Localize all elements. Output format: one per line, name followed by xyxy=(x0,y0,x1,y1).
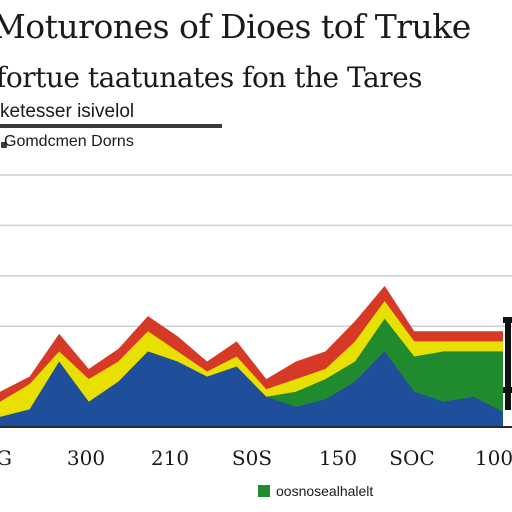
label-marker xyxy=(1,142,7,148)
x-tick-label: SOC xyxy=(389,446,434,470)
right-edge-marker xyxy=(503,317,512,410)
x-tick-label: 150 xyxy=(319,446,357,470)
x-tick-label: S0S xyxy=(232,446,272,470)
chart-legend: oosnosealhalelt xyxy=(258,482,373,500)
x-tick-label: 100 xyxy=(475,446,512,470)
x-tick-label: 300 xyxy=(67,446,105,470)
x-tick-label: G xyxy=(0,446,12,470)
chart-label-1: ketesser isivelol xyxy=(0,101,135,122)
area-series-0 xyxy=(0,351,503,427)
x-tick-label: 210 xyxy=(151,446,189,470)
chart-subtitle: fortue taatunates fon the Tares xyxy=(0,61,423,94)
legend-swatch xyxy=(258,485,270,497)
legend-label: oosnosealhalelt xyxy=(276,483,374,499)
label-underline-bar xyxy=(0,124,222,128)
chart-title: Moturones of Dioes tof Truke xyxy=(0,7,471,46)
chart-label-2: Gomdcmen Dorns xyxy=(4,133,134,150)
